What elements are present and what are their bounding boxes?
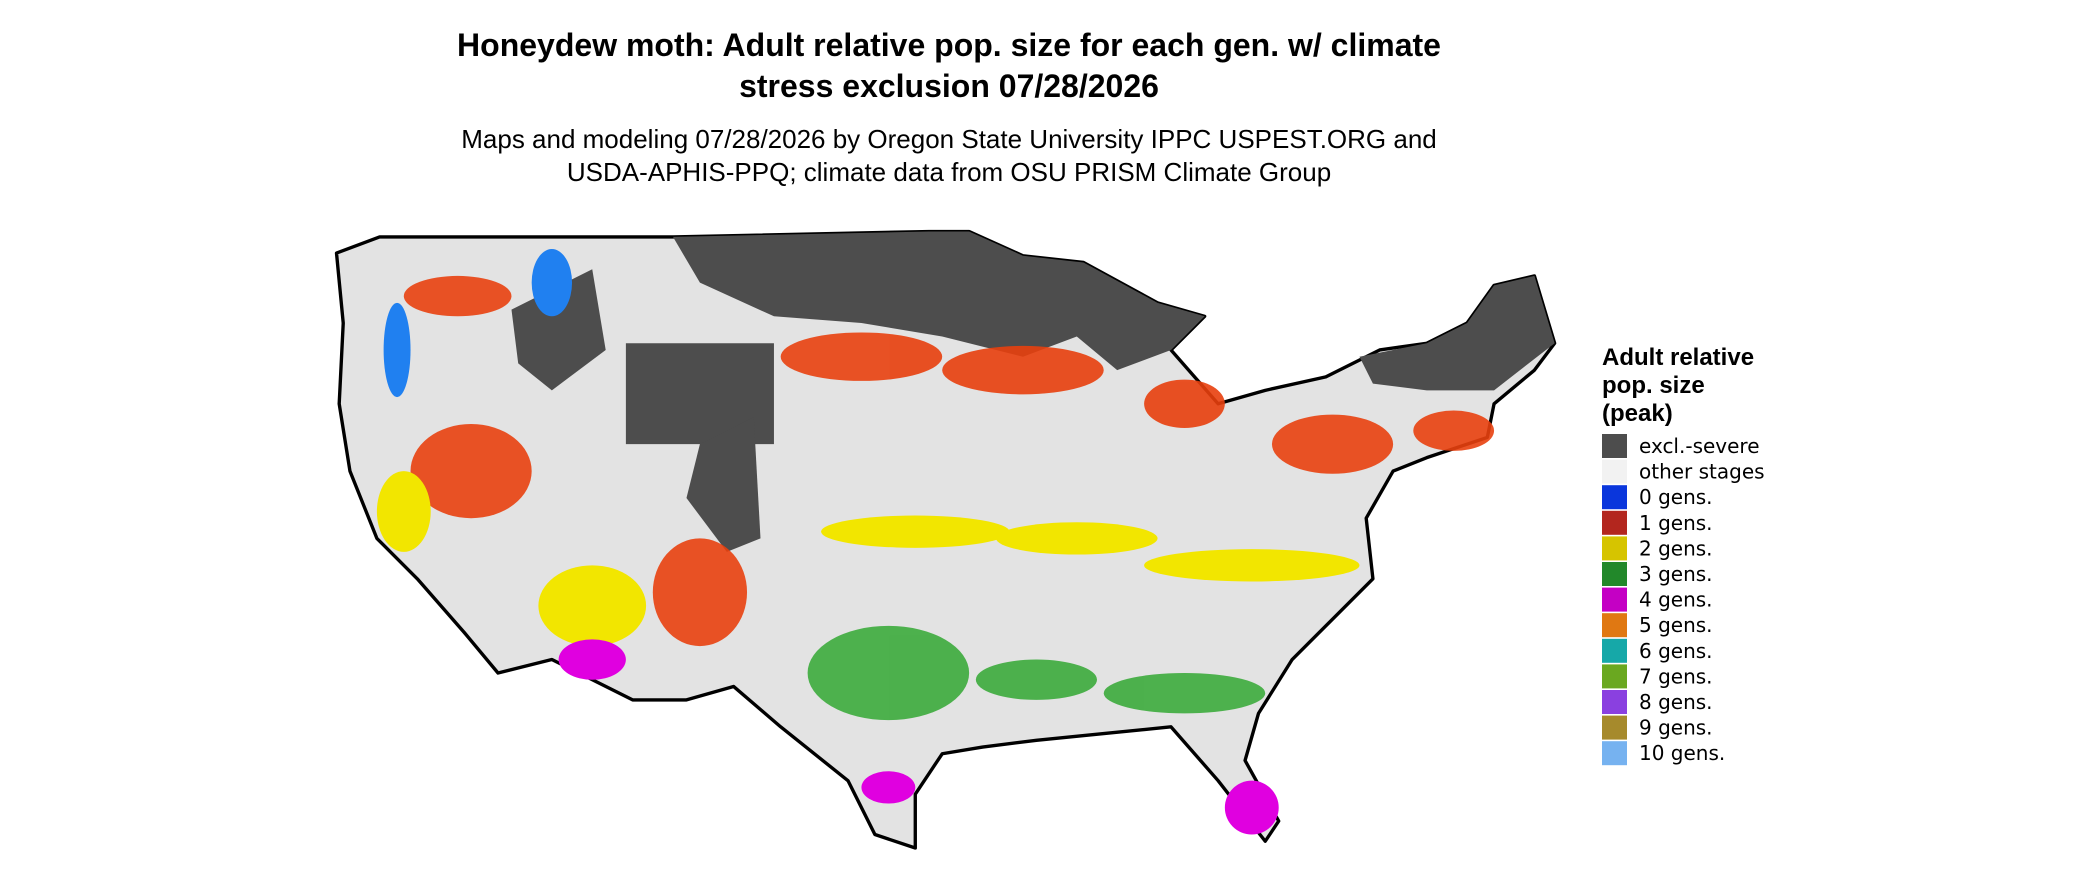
gen-area: [1144, 549, 1360, 582]
legend-label: 3 gens.: [1639, 562, 1713, 586]
gen-area: [410, 423, 532, 519]
legend-swatch: [1602, 562, 1627, 586]
one-gen-areas: [403, 275, 1495, 647]
legend-swatch: [1602, 715, 1627, 740]
us-map: [334, 229, 1557, 850]
gen-area: [780, 332, 943, 381]
gen-area: [942, 345, 1104, 395]
gen-area: [1413, 410, 1495, 451]
gen-area: [975, 659, 1097, 700]
gen-area: [996, 522, 1158, 555]
title-line: Honeydew moth: Adult relative pop. size …: [457, 27, 1441, 63]
gen-area: [403, 275, 512, 317]
legend-swatch: [1602, 536, 1627, 561]
four-gen-areas: [558, 639, 1279, 835]
legend-label: 1 gens.: [1639, 511, 1713, 535]
legend-label: 10 gens.: [1639, 741, 1725, 765]
excl-area: [1359, 275, 1555, 391]
legend-swatch: [1602, 664, 1627, 689]
gen-area: [1103, 673, 1266, 714]
gen-area: [807, 625, 970, 721]
legend-label: 6 gens.: [1639, 639, 1713, 663]
legend-label: 7 gens.: [1639, 664, 1713, 688]
gen-area: [821, 515, 1010, 548]
legend-label: 9 gens.: [1639, 716, 1713, 740]
legend-label: 8 gens.: [1639, 690, 1713, 714]
gen-area: [558, 639, 626, 680]
legend-title: pop. size: [1602, 372, 1705, 399]
gen-area: [652, 538, 748, 647]
excl-area: [673, 231, 1205, 371]
legend-swatch: [1602, 613, 1627, 638]
legend-title: (peak): [1602, 400, 1673, 427]
legend-label: other stages: [1639, 460, 1765, 484]
gen-area: [1144, 379, 1225, 429]
zero-gen-areas: [383, 249, 573, 398]
gen-area: [1271, 414, 1394, 474]
legend-label: 0 gens.: [1639, 485, 1713, 509]
gen-area: [861, 771, 916, 804]
two-gen-areas: [376, 471, 1360, 647]
gen-area: [376, 471, 431, 552]
legend-swatch: [1602, 459, 1627, 484]
legend-swatch: [1602, 587, 1627, 612]
legend-label: 4 gens.: [1639, 588, 1713, 612]
gen-area: [383, 302, 411, 398]
legend-label: 5 gens.: [1639, 613, 1713, 637]
gen-area: [531, 249, 573, 317]
legend-swatch: [1602, 690, 1627, 714]
legend-swatch: [1602, 434, 1627, 458]
subtitle-line: USDA-APHIS-PPQ; climate data from OSU PR…: [567, 157, 1331, 187]
legend-label: 2 gens.: [1639, 536, 1713, 560]
excl-area: [625, 343, 774, 445]
subtitle-line: Maps and modeling 07/28/2026 by Oregon S…: [461, 124, 1437, 154]
excluded-areas: [511, 231, 1555, 552]
legend-label: excl.-severe: [1639, 434, 1760, 458]
legend-swatch: [1602, 741, 1627, 766]
legend-swatch: [1602, 510, 1627, 535]
legend-title: Adult relative: [1602, 344, 1754, 371]
title-line: stress exclusion 07/28/2026: [739, 68, 1159, 104]
three-gen-areas: [807, 625, 1266, 721]
legend-swatch: [1602, 638, 1627, 663]
excl-area: [686, 417, 761, 552]
gen-area: [1224, 780, 1279, 835]
gen-area: [538, 565, 647, 647]
legend-swatch: [1602, 485, 1627, 510]
